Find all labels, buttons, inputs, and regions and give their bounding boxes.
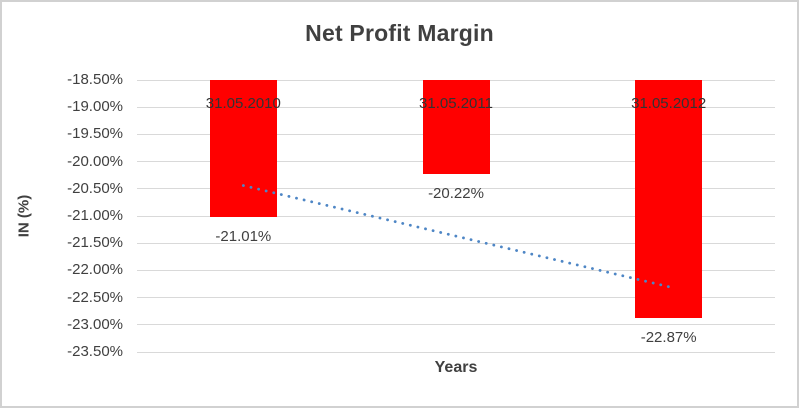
category-label: 31.05.2010 [205,95,281,112]
chart-title: Net Profit Margin [305,20,494,46]
y-axis-tick-label: -19.00% [67,98,123,116]
value-label: -21.01% [215,227,272,245]
y-axis-tick-label: -20.00% [67,152,123,170]
category-label: 31.05.2012 [631,95,707,112]
value-label: -22.87% [640,328,697,346]
y-axis-tick-label: -23.50% [67,343,123,360]
y-axis-tick-label: -22.00% [67,261,123,279]
gridline [137,324,775,326]
bar-31.05.2011 [422,80,490,174]
x-axis-title: Years [434,359,478,376]
y-axis-tick-label: -20.50% [67,179,123,197]
y-axis-tick-label: -22.50% [67,288,123,306]
y-axis-tick-label: -18.50% [67,71,123,88]
y-axis-tick-label: -23.00% [67,315,123,333]
value-label: -20.22% [428,184,484,202]
gridline [137,297,775,299]
y-axis-tick-label: -19.50% [67,125,123,143]
y-axis-tick-label: -21.50% [67,234,123,252]
category-label: 31.05.2011 [419,95,493,112]
bar-31.05.2012 [635,80,703,318]
y-axis-tick-label: -21.00% [67,207,123,224]
gridline [137,351,775,353]
